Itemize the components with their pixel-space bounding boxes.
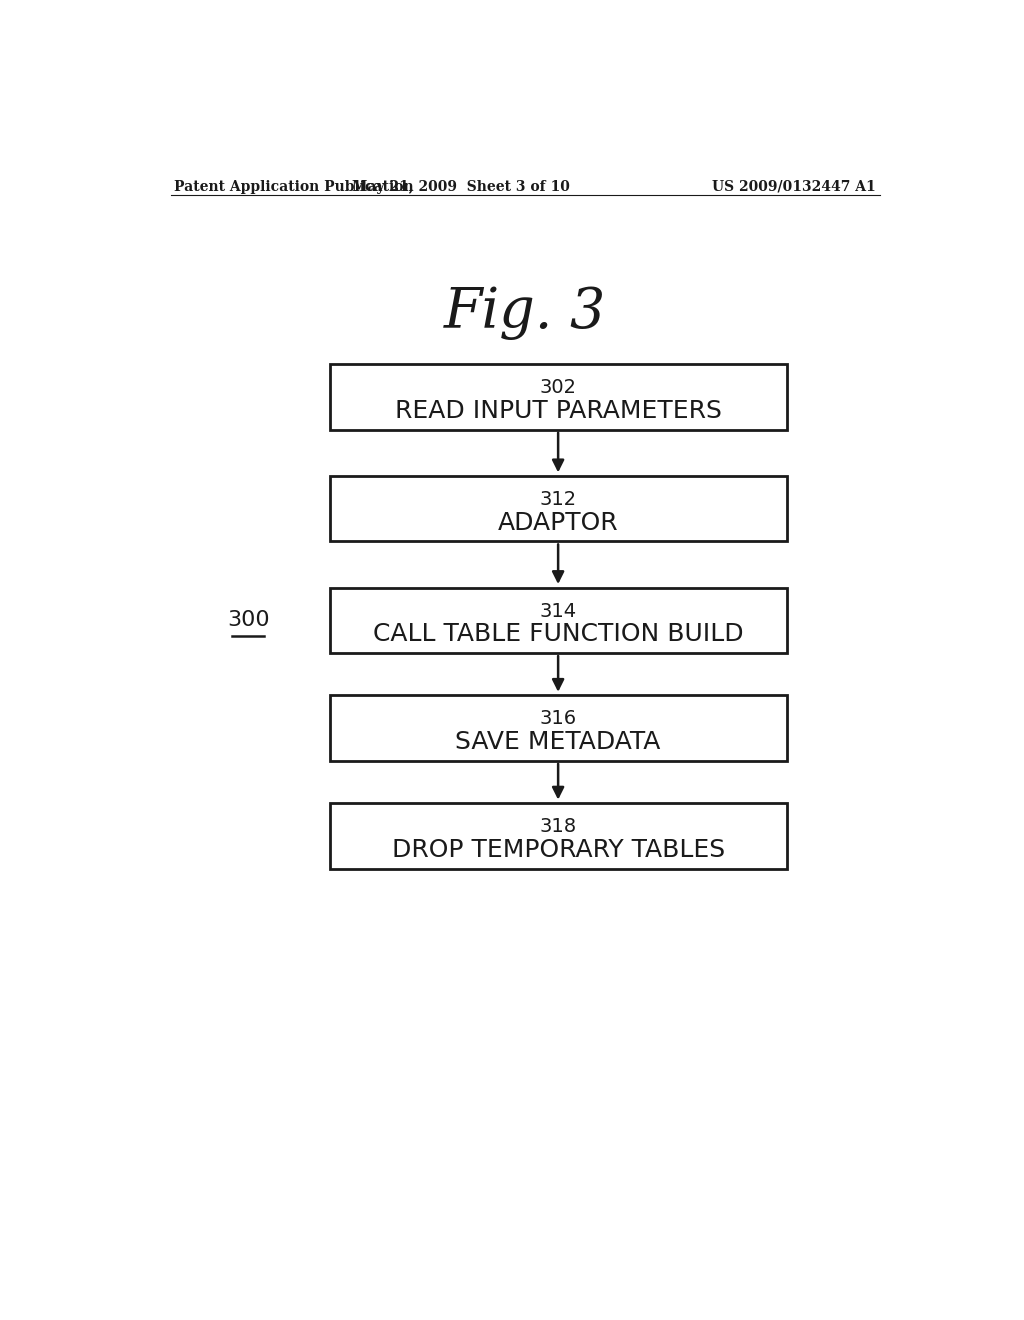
FancyBboxPatch shape xyxy=(330,364,786,430)
Text: 316: 316 xyxy=(540,709,577,729)
Text: 318: 318 xyxy=(540,817,577,837)
Text: May 21, 2009  Sheet 3 of 10: May 21, 2009 Sheet 3 of 10 xyxy=(352,180,570,194)
FancyBboxPatch shape xyxy=(330,696,786,760)
FancyBboxPatch shape xyxy=(330,804,786,869)
Text: READ INPUT PARAMETERS: READ INPUT PARAMETERS xyxy=(394,399,722,422)
FancyBboxPatch shape xyxy=(330,587,786,653)
FancyBboxPatch shape xyxy=(330,477,786,541)
Text: SAVE METADATA: SAVE METADATA xyxy=(456,730,660,754)
Text: CALL TABLE FUNCTION BUILD: CALL TABLE FUNCTION BUILD xyxy=(373,622,743,647)
Text: Fig. 3: Fig. 3 xyxy=(443,285,606,341)
Text: ADAPTOR: ADAPTOR xyxy=(498,511,618,535)
Text: 314: 314 xyxy=(540,602,577,620)
Text: 302: 302 xyxy=(540,379,577,397)
Text: 300: 300 xyxy=(226,610,269,631)
Text: 312: 312 xyxy=(540,490,577,510)
Text: Patent Application Publication: Patent Application Publication xyxy=(174,180,414,194)
Text: US 2009/0132447 A1: US 2009/0132447 A1 xyxy=(712,180,876,194)
Text: DROP TEMPORARY TABLES: DROP TEMPORARY TABLES xyxy=(391,838,725,862)
